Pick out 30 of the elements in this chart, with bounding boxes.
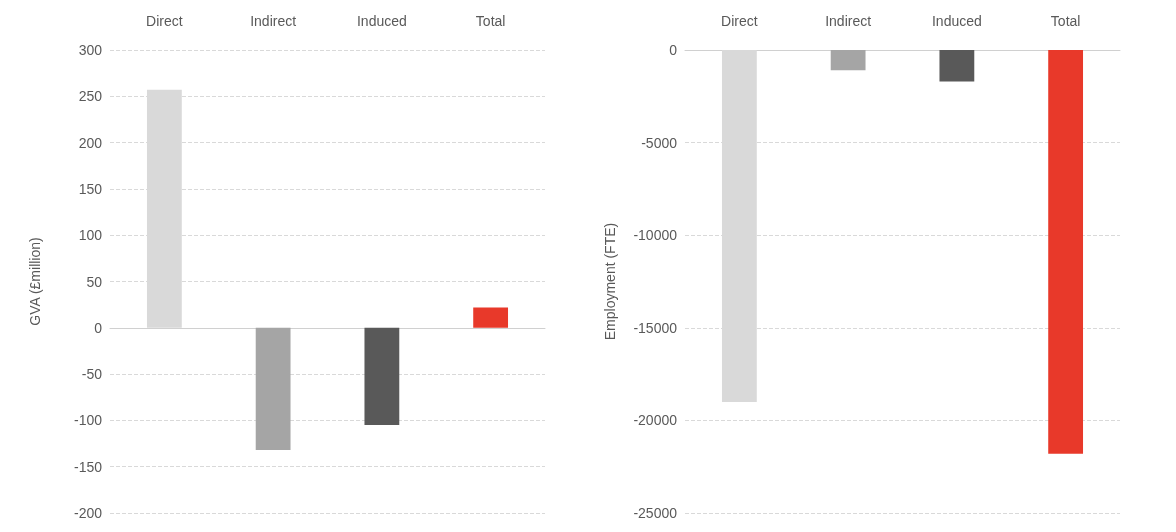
y-tick-label: 50	[86, 273, 103, 290]
y-tick-label: -50	[81, 366, 103, 383]
x-tick-label: Direct	[721, 13, 758, 29]
bar	[364, 327, 400, 426]
y-tick-label: -15000	[633, 319, 678, 336]
y-tick-label: -5000	[641, 134, 678, 151]
x-tick-label: Induced	[931, 13, 982, 29]
x-tick-label: Indirect	[250, 13, 297, 29]
y-tick-label: -20000	[633, 412, 678, 429]
x-tick-label: Induced	[356, 13, 407, 29]
y-tick-label: 250	[78, 88, 103, 105]
bar	[255, 327, 291, 451]
y-axis-title: GVA (£million)	[27, 237, 43, 326]
y-tick-label: -25000	[633, 505, 678, 521]
y-tick-label: 150	[78, 180, 103, 197]
x-tick-label: Total	[475, 13, 506, 29]
y-tick-label: 100	[78, 227, 103, 244]
y-tick-label: -10000	[633, 227, 678, 244]
y-tick-label: -150	[73, 458, 103, 475]
y-tick-label: 200	[78, 134, 103, 151]
bar	[473, 307, 509, 328]
y-axis-title: Employment (FTE)	[602, 222, 618, 341]
y-tick-label: 0	[94, 319, 103, 336]
x-tick-label: Indirect	[825, 13, 872, 29]
y-tick-label: -100	[73, 412, 103, 429]
y-tick-label: 300	[78, 42, 103, 58]
x-tick-label: Total	[1050, 13, 1081, 29]
y-tick-label: -200	[73, 505, 103, 521]
x-tick-label: Direct	[146, 13, 183, 29]
y-tick-label: 0	[669, 42, 678, 58]
